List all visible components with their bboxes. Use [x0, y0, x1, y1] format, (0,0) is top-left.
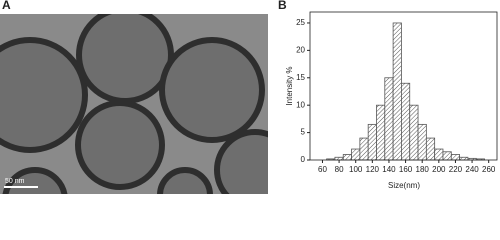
bar: [459, 156, 469, 161]
figure: A 50 nm B Intensity % Size(nm) 0 5 10 15 20 2…: [0, 0, 498, 194]
bar: [342, 154, 352, 161]
x-tick-label: 140: [382, 165, 396, 174]
x-tick-label: 160: [399, 165, 413, 174]
y-tick-label: 10: [296, 100, 305, 109]
y-tick-label: 0: [301, 155, 306, 164]
bar: [359, 137, 369, 161]
bar: [392, 22, 402, 161]
x-tick-label: 260: [482, 165, 496, 174]
y-tick-label: 25: [296, 18, 305, 27]
x-axis-label: Size(nm): [388, 181, 420, 190]
panel-label: A: [2, 0, 11, 12]
bar: [376, 104, 386, 161]
bar: [417, 123, 427, 161]
x-tick-label: 60: [318, 165, 327, 174]
bar: [425, 137, 436, 161]
x-tick-label: 100: [349, 165, 363, 174]
tem-image: 50 nm: [0, 14, 268, 194]
y-tick-label: 15: [296, 73, 305, 82]
plot-frame: [309, 11, 498, 161]
panel-label: B: [278, 0, 287, 12]
bar: [434, 148, 444, 161]
x-tick-label: 80: [335, 165, 344, 174]
scale-bar-label: 50 nm: [5, 178, 25, 185]
bar: [334, 156, 344, 161]
x-tick-label: 240: [465, 165, 479, 174]
y-axis-label: Intensity %: [285, 66, 294, 105]
bar: [450, 154, 460, 161]
bar: [409, 104, 419, 161]
bar: [367, 123, 377, 161]
bar: [442, 151, 452, 161]
x-tick-label: 180: [416, 165, 430, 174]
x-tick-label: 120: [366, 165, 380, 174]
y-tick-label: 5: [301, 128, 306, 137]
bar: [384, 77, 394, 161]
bar: [351, 148, 361, 161]
bar: [401, 82, 411, 161]
x-tick-label: 220: [449, 165, 463, 174]
y-tick-label: 20: [296, 45, 305, 54]
x-tick-label: 200: [432, 165, 446, 174]
